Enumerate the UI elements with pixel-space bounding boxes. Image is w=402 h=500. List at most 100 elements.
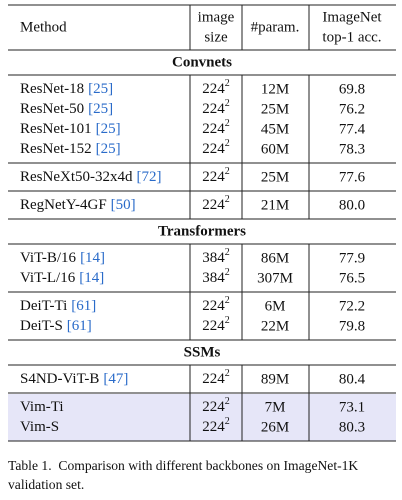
image-size: 2242 [202,166,230,185]
size-base: 224 [202,169,225,185]
params: 307M [257,270,293,286]
method: Vim-Ti [20,399,64,415]
method: RegNetY-4GF [50] [20,197,136,213]
citation: [50] [111,197,136,213]
accuracy: 69.8 [339,81,365,97]
table: Method image size #param. ImageNet top-1 acc.… [8,4,396,442]
method: S4ND-ViT-B [47] [20,371,128,387]
size-base: 224 [202,318,225,334]
size-base: 224 [202,81,225,97]
size-exp: 2 [225,295,230,306]
header-acc: ImageNet [322,9,382,25]
method: ViT-B/16 [14] [20,250,105,266]
size-base: 224 [202,371,225,387]
method-name: RegNetY-4GF [20,197,107,213]
method: DeiT-S [61] [20,318,92,334]
params: 26M [261,419,289,435]
section-title: Transformers [158,223,246,239]
method: ResNet-50 [25] [20,101,113,117]
size-exp: 2 [225,78,230,89]
accuracy: 79.8 [339,318,365,334]
size-base: 384 [202,270,225,286]
size-exp: 2 [225,247,230,258]
method-name: ViT-L/16 [20,270,76,286]
highlight [8,394,396,441]
size-base: 224 [202,197,225,213]
method: ResNet-152 [25] [20,141,121,157]
header-size: image [198,9,235,25]
method-name: ViT-B/16 [20,250,77,266]
size-base: 384 [202,250,225,266]
params: 60M [261,141,289,157]
image-size: 2242 [202,194,230,213]
size-base: 224 [202,298,225,314]
size-base: 224 [202,141,225,157]
image-size: 2242 [202,78,230,97]
accuracy: 72.2 [339,298,365,314]
header-acc: top-1 acc. [322,29,381,45]
method: DeiT-Ti [61] [20,298,96,314]
method: ResNeXt50-32x4d [72] [20,169,162,185]
size-exp: 2 [225,118,230,129]
size-base: 224 [202,419,225,435]
citation: [47] [103,371,128,387]
method: ViT-L/16 [14] [20,270,104,286]
citation: [14] [80,250,105,266]
size-base: 224 [202,101,225,117]
params: 89M [261,371,289,387]
params: 6M [265,298,286,314]
citation: [25] [96,141,121,157]
accuracy: 80.3 [339,419,365,435]
method-name: Vim-Ti [20,399,64,415]
header-method: Method [20,19,67,35]
citation: [25] [96,121,121,137]
method-name: DeiT-S [20,318,63,334]
params: 12M [261,81,289,97]
image-size: 2242 [202,138,230,157]
params: 25M [261,169,289,185]
params: 21M [261,197,289,213]
header-params: #param. [251,19,300,35]
params: 25M [261,101,289,117]
image-size: 2242 [202,118,230,137]
method-name: Vim-S [20,419,59,435]
citation: [14] [79,270,104,286]
method: Vim-S [20,419,59,435]
size-exp: 2 [225,267,230,278]
citation: [25] [88,101,113,117]
method: ResNet-101 [25] [20,121,121,137]
method: ResNet-18 [25] [20,81,113,97]
section-title: SSMs [184,344,221,360]
image-size: 2242 [202,295,230,314]
citation: [72] [137,169,162,185]
image-size: 2242 [202,396,230,415]
method-name: S4ND-ViT-B [20,371,99,387]
citation: [25] [88,81,113,97]
params: 22M [261,318,289,334]
accuracy: 78.3 [339,141,365,157]
size-exp: 2 [225,396,230,407]
image-size: 2242 [202,315,230,334]
accuracy: 80.0 [339,197,365,213]
section-title: Convnets [172,54,232,70]
header-size: size [204,29,228,45]
size-exp: 2 [225,315,230,326]
accuracy: 77.9 [339,250,365,266]
image-size: 3842 [202,267,230,286]
size-base: 224 [202,399,225,415]
accuracy: 76.5 [339,270,365,286]
params: 86M [261,250,289,266]
method-name: ResNeXt50-32x4d [20,169,133,185]
image-size: 2242 [202,416,230,435]
accuracy: 77.4 [339,121,366,137]
accuracy: 77.6 [339,169,366,185]
image-size: 2242 [202,368,230,387]
accuracy: 76.2 [339,101,365,117]
params: 45M [261,121,289,137]
size-base: 224 [202,121,225,137]
size-exp: 2 [225,194,230,205]
method-name: DeiT-Ti [20,298,67,314]
citation: [61] [71,298,96,314]
size-exp: 2 [225,98,230,109]
